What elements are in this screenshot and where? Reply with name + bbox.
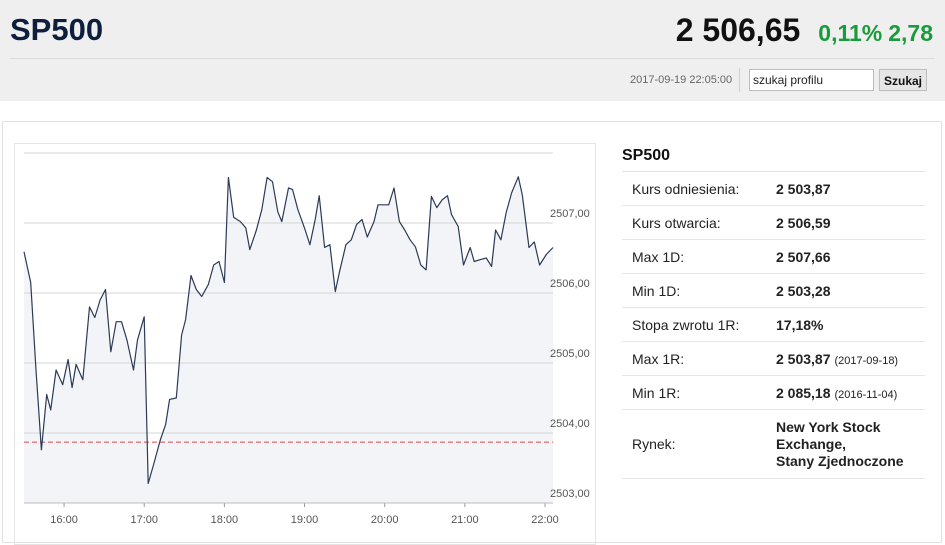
- info-row: Max 1R: 2 503,87 (2017-09-18): [622, 342, 925, 376]
- info-row: Max 1D: 2 507,66: [622, 240, 925, 274]
- x-tick-label: 21:00: [451, 514, 479, 526]
- row-value-cell: 2 506,59: [776, 215, 831, 231]
- info-row: Min 1R: 2 085,18 (2016-11-04): [622, 376, 925, 410]
- search-input[interactable]: szukaj profilu: [749, 69, 874, 91]
- x-tick-label: 20:00: [371, 514, 399, 526]
- row-value-cell: 2 085,18 (2016-11-04): [776, 385, 897, 401]
- market-name: New York Stock Exchange,: [776, 418, 881, 452]
- row-label: Rynek:: [632, 436, 676, 452]
- price: 2 506,65: [675, 12, 801, 48]
- row-value: 2 503,87: [776, 350, 831, 367]
- change: 2,78: [888, 20, 933, 46]
- divider: [739, 68, 740, 92]
- info-row: Min 1D: 2 503,28: [622, 274, 925, 308]
- x-tick-label: 16:00: [50, 514, 78, 526]
- row-label: Max 1D:: [632, 248, 685, 265]
- y-tick-label: 2506,00: [550, 278, 590, 290]
- row-value-cell: 2 503,28: [776, 283, 831, 299]
- header: SP500 2 506,65 0,11% 2,78 2017-09-19 22:05…: [0, 0, 945, 101]
- info-row: Stopa zwrotu 1R: 17,18%: [622, 308, 925, 342]
- info-table: SP500 Kurs odniesienia: 2 503,87 Kurs otwa…: [622, 145, 925, 479]
- y-tick-label: 2504,00: [550, 418, 590, 430]
- row-label: Stopa zwrotu 1R:: [632, 316, 740, 333]
- row-label: Kurs odniesienia:: [632, 180, 740, 197]
- row-value: 2 507,66: [776, 248, 831, 265]
- row-value: 2 085,18: [776, 384, 831, 401]
- y-tick-label: 2507,00: [550, 208, 590, 220]
- x-tick-label: 19:00: [291, 514, 319, 526]
- quote: 2 506,65 0,11% 2,78: [676, 12, 933, 49]
- row-value-cell: 2 507,66: [776, 249, 831, 265]
- search-button[interactable]: Szukaj: [879, 69, 927, 91]
- info-row: Kurs otwarcia: 2 506,59: [622, 206, 925, 240]
- info-row: Rynek: New York Stock Exchange, Stany Zjed…: [622, 410, 925, 479]
- row-value-cell: 2 503,87: [776, 181, 831, 197]
- market-country: Stany Zjednoczone: [776, 452, 904, 469]
- instrument-title: SP500: [10, 12, 104, 47]
- y-tick-label: 2503,00: [550, 488, 590, 500]
- price-line: [23, 176, 554, 484]
- y-tick-label: 2505,00: [550, 348, 590, 360]
- row-value: 2 503,28: [776, 282, 831, 299]
- x-tick-label: 17:00: [130, 514, 158, 526]
- row-note: (2017-09-18): [834, 354, 899, 367]
- info-row: Kurs odniesienia: 2 503,87: [622, 172, 925, 206]
- row-value: 17,18%: [776, 316, 824, 333]
- row-label: Kurs otwarcia:: [632, 214, 721, 231]
- row-value: 2 506,59: [776, 214, 831, 231]
- separator: [10, 58, 935, 59]
- timestamp: 2017-09-19 22:05:00: [630, 74, 733, 86]
- market-value: New York Stock Exchange, Stany Zjednoczon…: [776, 419, 916, 470]
- x-tick-label: 22:00: [531, 514, 559, 526]
- row-value-cell: 17,18%: [776, 317, 823, 333]
- row-value-cell: 2 503,87 (2017-09-18): [776, 351, 898, 367]
- x-tick-label: 18:00: [211, 514, 239, 526]
- row-label: Max 1R:: [632, 350, 685, 367]
- row-label: Min 1R:: [632, 384, 681, 401]
- chart: 2503,00 2504,00 2505,00 2506,00 2507,00 16:00…: [23, 152, 590, 526]
- area: [24, 176, 553, 504]
- row-label: Min 1D:: [632, 282, 681, 299]
- info-title: SP500: [622, 145, 925, 172]
- row-note: (2016-11-04): [834, 388, 898, 401]
- change-percent: 0,11%: [818, 20, 883, 46]
- row-value: 2 503,87: [776, 180, 831, 197]
